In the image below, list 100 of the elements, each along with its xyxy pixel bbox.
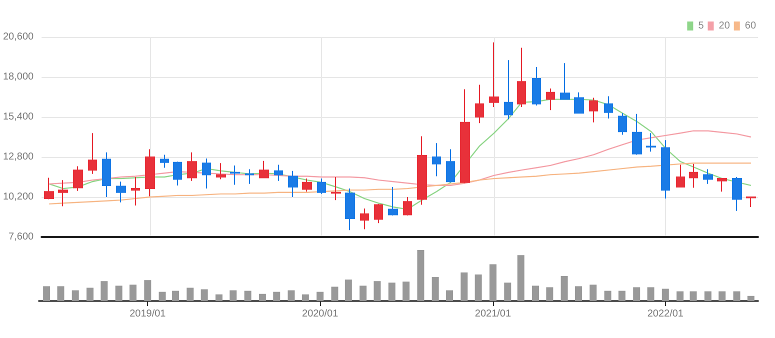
- bar: [388, 282, 396, 301]
- x-tick-label: 2020/01: [302, 308, 339, 320]
- candlestick: [302, 178, 312, 192]
- bar: [130, 284, 137, 301]
- candlestick: [145, 148, 155, 197]
- candlestick: [317, 178, 326, 194]
- bar: [718, 291, 726, 301]
- candlestick: [560, 62, 570, 100]
- candlestick: [44, 177, 54, 200]
- candlestick: [632, 113, 642, 156]
- bar: [560, 276, 568, 301]
- candlestick: [446, 148, 455, 183]
- candlestick: [676, 164, 685, 188]
- y-tick-label: 20,600: [2, 32, 34, 42]
- legend-label: 20: [718, 20, 730, 32]
- bar: [144, 280, 152, 301]
- x-tick-label: 2021/01: [474, 308, 512, 320]
- line-series: [48, 130, 752, 186]
- y-tick-label: 10,200: [2, 192, 34, 202]
- candlestick: [504, 60, 513, 120]
- bar: [302, 294, 309, 301]
- candlestick: [58, 180, 68, 207]
- bar: [273, 292, 280, 301]
- bar: [517, 255, 524, 301]
- bar: [244, 290, 252, 301]
- candlestick: [116, 181, 126, 203]
- y-tick-label: 15,400: [2, 112, 34, 122]
- bar: [417, 250, 424, 301]
- bar: [704, 291, 712, 301]
- candlestick: [202, 158, 211, 190]
- bar: [288, 290, 295, 301]
- candlestick: [532, 66, 541, 106]
- legend-label: 5: [698, 20, 704, 32]
- y-tick-label: 12,800: [2, 152, 34, 162]
- candlestick: [517, 47, 526, 108]
- bar: [115, 286, 122, 301]
- bar: [574, 286, 582, 301]
- bar: [258, 294, 266, 301]
- bar: [647, 287, 654, 301]
- bar: [590, 284, 597, 301]
- candlestick: [388, 186, 398, 216]
- candlestick: [187, 152, 197, 182]
- bar: [186, 288, 194, 301]
- candlestick: [646, 132, 656, 152]
- bar: [733, 291, 740, 301]
- candlestick: [360, 208, 369, 230]
- candlestick: [403, 196, 412, 216]
- candlestick: [717, 178, 727, 192]
- candlestick: [216, 162, 226, 180]
- bar: [316, 292, 324, 301]
- candlestick: [73, 166, 83, 192]
- bar: [474, 274, 482, 301]
- candlestick: [432, 142, 441, 177]
- bar: [504, 282, 512, 301]
- candlestick: [475, 84, 484, 124]
- bar: [200, 289, 208, 301]
- bar: [172, 290, 180, 301]
- bar: [432, 277, 439, 301]
- candlestick: [546, 88, 555, 111]
- bar: [331, 286, 338, 301]
- bar: [460, 272, 468, 301]
- x-tick-label: 2019/01: [130, 308, 166, 320]
- candlestick: [88, 132, 97, 174]
- candlestick: [274, 164, 283, 182]
- bar: [633, 287, 640, 301]
- bar: [72, 290, 79, 301]
- candlestick: [732, 176, 742, 212]
- candlestick: [173, 161, 182, 186]
- bar: [360, 286, 367, 301]
- bar: [86, 288, 94, 301]
- bar: [374, 281, 381, 301]
- bar: [158, 292, 166, 301]
- bar: [230, 290, 237, 301]
- bar: [43, 286, 50, 301]
- candlestick: [160, 154, 169, 168]
- candlestick: [331, 176, 341, 201]
- candlestick: [589, 97, 598, 123]
- y-tick-label: 7,600: [8, 232, 34, 242]
- bar: [100, 281, 108, 301]
- bar: [662, 288, 669, 301]
- bar: [215, 294, 222, 301]
- candlestick: [345, 188, 355, 231]
- candlestick: [417, 136, 427, 206]
- candlestick: [746, 196, 756, 208]
- line-series: [48, 162, 752, 205]
- bar: [546, 287, 554, 301]
- bar: [532, 286, 539, 301]
- candlestick: [703, 168, 713, 184]
- bar: [57, 286, 64, 301]
- candlestick: [374, 203, 383, 224]
- candlestick: [259, 160, 269, 178]
- y-tick-label: 18,000: [2, 72, 34, 82]
- candlestick: [689, 163, 698, 188]
- candlestick: [460, 88, 470, 184]
- candlestick: [489, 42, 499, 108]
- candlestick: [618, 112, 627, 136]
- candlestick: [604, 96, 613, 120]
- candlestick: [230, 164, 240, 186]
- bar: [676, 291, 684, 301]
- bar: [402, 282, 410, 301]
